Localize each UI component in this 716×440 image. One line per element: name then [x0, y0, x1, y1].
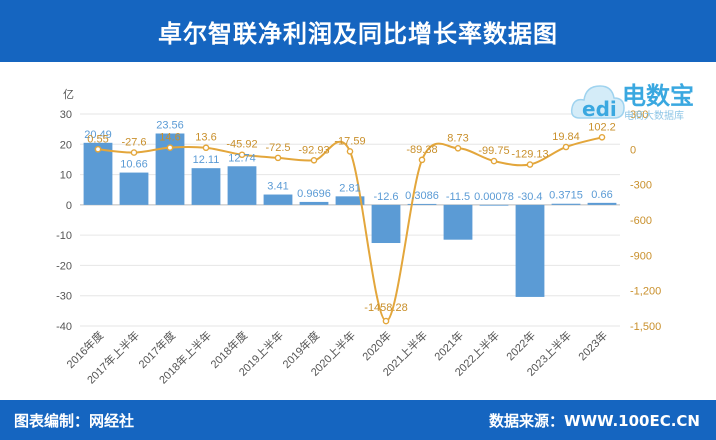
- y-axis-right: 300 0 -300 -600 -900 -1,200 -1,500: [630, 109, 661, 333]
- bar: [551, 203, 581, 205]
- y-left-tick: 0: [66, 200, 72, 212]
- bar-label: -12.6: [373, 191, 398, 203]
- line-point: [94, 145, 102, 153]
- line-label: 102.2: [588, 121, 616, 133]
- y-axis-unit: 亿: [63, 88, 74, 101]
- bar: [335, 196, 365, 205]
- bar-label: 20.49: [84, 129, 112, 141]
- bar-label: 0.66: [591, 189, 612, 201]
- line-point: [454, 145, 462, 152]
- line-point: [274, 154, 282, 162]
- line-point: [562, 143, 570, 151]
- header-bar: 卓尔智联净利润及同比增长率数据图: [0, 0, 716, 62]
- x-tick-label: 2020年: [359, 328, 394, 363]
- line-label: -129.13: [511, 149, 548, 161]
- line-point: [418, 156, 426, 164]
- bar: [83, 142, 113, 205]
- bar-label: 3.41: [267, 181, 288, 193]
- bar-label: -30.4: [517, 191, 542, 203]
- line-point: [130, 149, 138, 156]
- y-right-tick: -300: [630, 180, 652, 192]
- bar: [227, 166, 257, 205]
- bar: [155, 133, 185, 205]
- y-left-tick: -40: [56, 321, 72, 333]
- page-title: 卓尔智联净利润及同比增长率数据图: [158, 19, 558, 48]
- line-path: [97, 136, 603, 323]
- line-label: 13.6: [195, 132, 216, 144]
- logo: edi 电数宝 电商大数据库: [568, 74, 698, 130]
- bar: [119, 172, 149, 205]
- line-point: [382, 317, 390, 325]
- logo-brand: 电数宝: [622, 82, 694, 110]
- line-point: [346, 148, 354, 155]
- y-right-tick: 0: [630, 144, 636, 156]
- bar-label: 0.3086: [405, 190, 439, 202]
- line-point: [202, 144, 210, 152]
- bar-label: 10.66: [120, 159, 148, 171]
- bar: [443, 204, 473, 240]
- x-axis-labels: 2016年度2017年上半年2017年度2018年上半年2018年度2019上半…: [63, 328, 610, 386]
- line-label: 0.55: [87, 133, 108, 145]
- chart: 30 20 10 0 -10 -20 -30 -40 300 0 -300 -600 -900 -1,2…: [56, 88, 661, 387]
- bar-series: [83, 133, 617, 297]
- x-tick-label: 2023年: [575, 328, 610, 363]
- y-right-tick: -600: [630, 215, 652, 227]
- line-label: -45.92: [226, 139, 257, 151]
- line-point: [238, 151, 246, 159]
- bar: [263, 194, 293, 205]
- line-label: -92.93: [298, 144, 329, 156]
- bar-label: 23.56: [156, 120, 184, 132]
- svg-text:edi: edi: [582, 97, 617, 121]
- bar-label: -11.5: [446, 191, 470, 203]
- line-series: [94, 133, 606, 325]
- bar-label: 12.74: [228, 152, 256, 164]
- y-left-tick: -20: [56, 260, 72, 272]
- line-labels: 0.55 -27.6 14.6 13.6 -45.92 -72.5 -92.93 -17.59…: [87, 121, 615, 314]
- bar-label: 2.81: [339, 182, 360, 194]
- footer-source: 数据来源：WWW.100EC.CN: [489, 412, 700, 430]
- bar: [407, 203, 437, 205]
- bar: [515, 204, 545, 297]
- logo-subtitle: 电商大数据库: [624, 111, 684, 122]
- footer-credit: 图表编制：网经社: [14, 412, 135, 430]
- line-point: [526, 161, 534, 168]
- line-label: 19.84: [552, 131, 580, 143]
- x-tick-label: 2021年: [431, 328, 466, 363]
- bar-label: 0.9696: [297, 188, 331, 200]
- line-label: 8.73: [447, 132, 468, 144]
- line-point: [166, 144, 174, 151]
- y-left-tick: -10: [56, 230, 72, 242]
- bar-label: 0.00078: [474, 191, 514, 203]
- line-label: -27.6: [121, 137, 146, 149]
- line-label: 14.6: [159, 132, 180, 144]
- y-left-tick: -30: [56, 291, 72, 303]
- line-label: -1458.28: [364, 302, 407, 314]
- y-right-tick: -1,200: [630, 286, 661, 298]
- line-label: -72.5: [265, 142, 290, 154]
- line-point: [310, 156, 318, 164]
- line-label: -89.38: [406, 144, 437, 156]
- y-axis-left: 30 20 10 0 -10 -20 -30 -40: [56, 109, 72, 333]
- bar: [299, 201, 329, 205]
- y-right-tick: 300: [630, 109, 648, 121]
- y-left-tick: 30: [60, 109, 72, 121]
- bar: [371, 204, 401, 244]
- footer-bar: 图表编制：网经社 数据来源：WWW.100EC.CN: [0, 400, 716, 440]
- y-right-tick: -1,500: [630, 321, 661, 333]
- line-point: [490, 157, 498, 165]
- bar: [479, 204, 509, 206]
- bar: [191, 168, 221, 205]
- bar-labels: 20.49 10.66 23.56 12.11 12.74 3.41 0.9696 2.81 -…: [84, 120, 612, 203]
- line-label: -17.59: [334, 135, 365, 147]
- bar-label: 12.11: [193, 154, 220, 166]
- bar: [587, 202, 617, 205]
- line-label: -99.75: [478, 145, 509, 157]
- x-tick-label: 2022年: [503, 328, 538, 363]
- line-point: [598, 133, 606, 141]
- cloud-logo-icon: edi: [570, 85, 625, 121]
- bar-label: 0.3715: [549, 190, 583, 202]
- y-right-tick: -900: [630, 250, 652, 262]
- y-left-tick: 20: [60, 139, 72, 151]
- y-left-tick: 10: [60, 170, 72, 182]
